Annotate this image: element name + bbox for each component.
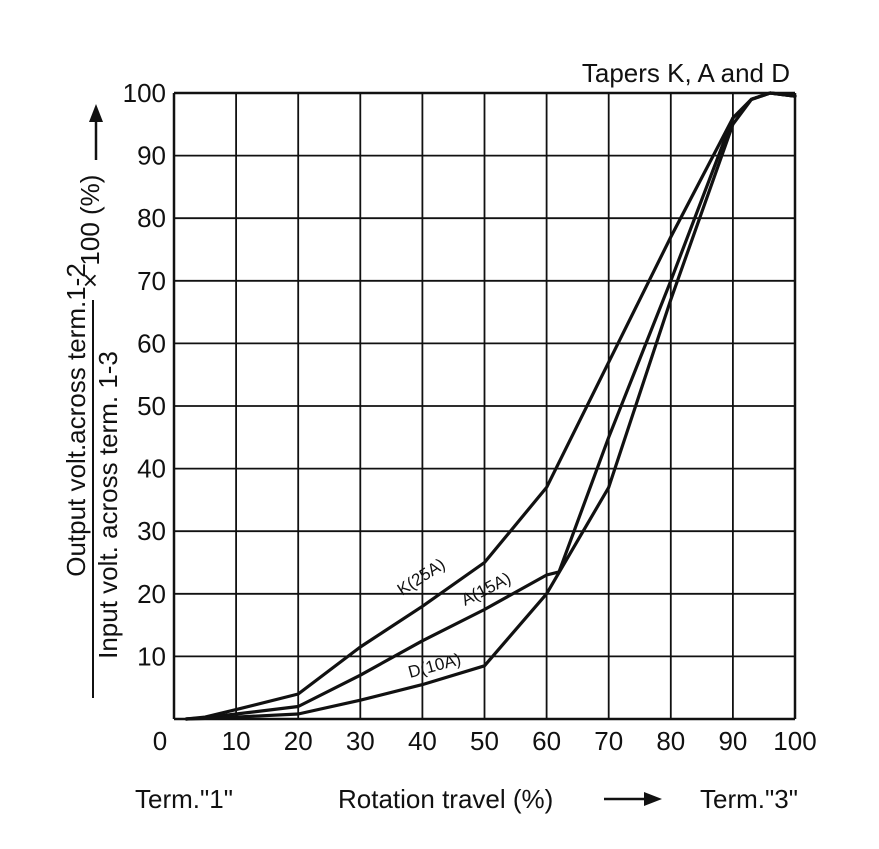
x-tick-label: 10 <box>222 726 251 756</box>
x-tick-label: 70 <box>594 726 623 756</box>
x-tick-label: 60 <box>532 726 561 756</box>
x-label-right: Term."3" <box>700 784 798 814</box>
x-tick-label: 50 <box>470 726 499 756</box>
curves <box>184 91 797 721</box>
x-tick-label: 90 <box>718 726 747 756</box>
x-label-left: Term."1" <box>135 784 233 814</box>
series-line-d <box>184 91 797 721</box>
y-tick-label: 80 <box>137 203 166 233</box>
x-tick-label: 20 <box>284 726 313 756</box>
x-tick-label: 100 <box>773 726 816 756</box>
y-tick-label: 70 <box>137 266 166 296</box>
y-tick-label: 60 <box>137 328 166 358</box>
x-tick-label: 30 <box>346 726 375 756</box>
chart-title: Tapers K, A and D <box>582 58 790 88</box>
x-label-center: Rotation travel (%) <box>338 784 553 814</box>
y-tick-label: 20 <box>137 579 166 609</box>
series-label-d: D(10A) <box>406 650 463 682</box>
x-axis-arrow <box>604 792 662 806</box>
x-tick-label: 40 <box>408 726 437 756</box>
x-tick-labels: 0 10 20 30 40 50 60 70 80 90 100 <box>153 726 817 756</box>
y-tick-label: 30 <box>137 516 166 546</box>
y-label-denominator: Input volt. across term. 1-3 <box>93 351 123 659</box>
y-label-numerator: Output volt.across term.1-2 <box>61 263 91 577</box>
y-tick-label: 50 <box>137 391 166 421</box>
y-tick-label: 10 <box>137 641 166 671</box>
y-tick-labels: 10 20 30 40 50 60 70 80 90 100 <box>123 78 166 671</box>
y-axis-arrow <box>89 104 103 160</box>
y-tick-label: 90 <box>137 141 166 171</box>
grid <box>172 91 797 721</box>
y-tick-label: 40 <box>137 454 166 484</box>
x-tick-label: 80 <box>656 726 685 756</box>
y-label-multiplier: × 100 (%) <box>75 175 105 288</box>
y-axis-label: Output volt.across term.1-2 Input volt. … <box>61 175 123 698</box>
x-tick-label: 0 <box>153 726 167 756</box>
y-tick-label: 100 <box>123 78 166 108</box>
